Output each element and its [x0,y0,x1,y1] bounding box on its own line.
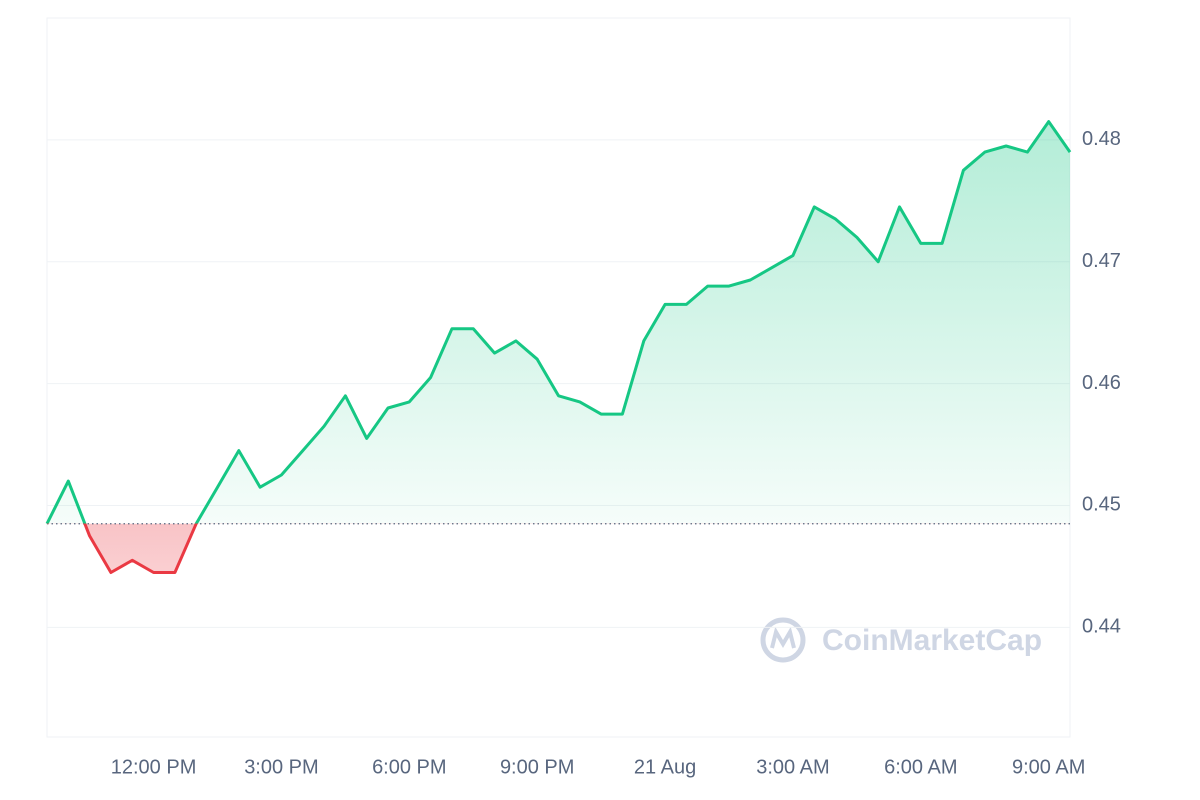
x-tick-label: 6:00 PM [372,756,446,778]
x-tick-label: 3:00 PM [244,756,318,778]
x-tick-label: 9:00 AM [1012,756,1085,778]
x-tick-label: 6:00 AM [884,756,957,778]
price-line [45,120,1072,574]
watermark-logo [760,617,806,663]
y-tick-label: 0.47 [1082,250,1121,272]
watermark: CoinMarketCap [822,624,1042,657]
y-tick-label: 0.48 [1082,128,1121,150]
x-tick-label: 21 Aug [634,756,696,778]
x-tick-label: 3:00 AM [756,756,829,778]
x-tick-label: 12:00 PM [111,756,197,778]
y-tick-label: 0.44 [1082,616,1121,638]
y-tick-label: 0.46 [1082,372,1121,394]
y-tick-label: 0.45 [1082,494,1121,516]
area [47,121,1070,573]
x-tick-label: 9:00 PM [500,756,574,778]
